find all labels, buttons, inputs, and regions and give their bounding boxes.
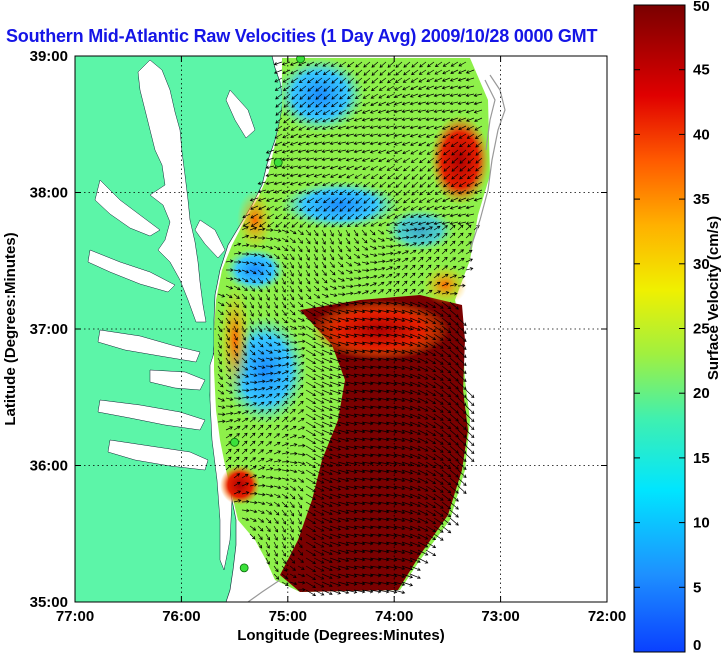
colorbar-tick-label: 30 — [693, 256, 710, 273]
colorbar-tick-label: 0 — [693, 637, 701, 654]
station-marker — [239, 563, 249, 573]
x-tick-label: 72:00 — [588, 608, 626, 625]
y-tick-label: 37:00 — [30, 321, 68, 338]
velocity-vectors — [217, 61, 483, 597]
colorbar-tick-label: 45 — [693, 62, 710, 79]
x-tick-label: 76:00 — [162, 608, 200, 625]
colorbar-tick-label: 25 — [693, 321, 710, 338]
x-tick-label: 75:00 — [269, 608, 307, 625]
colorbar-tick-label: 10 — [693, 515, 710, 532]
colorbar — [633, 4, 686, 653]
x-tick-label: 74:00 — [375, 608, 413, 625]
velocity-field — [214, 57, 490, 592]
colorbar-tick-label: 35 — [693, 191, 710, 208]
y-tick-label: 36:00 — [30, 458, 68, 475]
hf-radar-stations — [230, 56, 305, 573]
station-marker — [230, 437, 240, 447]
colorbar-tick-label: 20 — [693, 385, 710, 402]
y-axis-label: Latitude (Degrees:Minutes) — [2, 232, 19, 425]
graticule — [75, 56, 607, 602]
colorbar-label: Surface Velocity (cm/s) — [705, 216, 722, 380]
colorbar-tick-label: 40 — [693, 126, 710, 143]
x-tick-label: 77:00 — [56, 608, 94, 625]
colorbar-tick-label: 5 — [693, 579, 701, 596]
vector-arrows — [217, 61, 483, 597]
colorbar-tick-label: 50 — [693, 0, 710, 15]
y-tick-label: 38:00 — [30, 185, 68, 202]
station-marker — [296, 56, 305, 64]
y-tick-label: 35:00 — [30, 594, 68, 611]
map-title: Southern Mid-Atlantic Raw Velocities (1 … — [6, 26, 598, 46]
colorbar-tick-label: 15 — [693, 450, 710, 467]
x-axis-label: Longitude (Degrees:Minutes) — [237, 627, 445, 644]
station-marker — [273, 158, 283, 167]
y-tick-label: 39:00 — [30, 48, 68, 65]
x-tick-label: 73:00 — [481, 608, 519, 625]
